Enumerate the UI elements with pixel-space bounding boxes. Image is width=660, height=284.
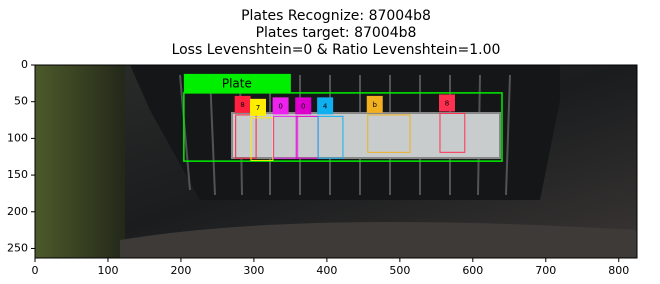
char-label: 8	[445, 99, 449, 107]
char-label: 7	[256, 104, 260, 112]
figure: Plates Recognize: 87004b8Plates target: …	[0, 0, 660, 280]
x-tick-label: 200	[170, 264, 191, 277]
x-tick-label: 100	[97, 264, 118, 277]
plate-label: Plate	[222, 76, 252, 90]
y-tick-label: 100	[7, 131, 28, 144]
y-tick-label: 0	[21, 58, 28, 71]
x-tick-label: 700	[535, 264, 556, 277]
x-tick-label: 400	[316, 264, 337, 277]
x-tick-label: 600	[462, 264, 483, 277]
char-label: 4	[323, 102, 328, 110]
y-tick-label: 250	[7, 241, 28, 254]
chart-title: Loss Levenshtein=0 & Ratio Levenshtein=1…	[172, 42, 501, 58]
y-tick-label: 150	[7, 168, 28, 181]
chart-title: Plates Recognize: 87004b8	[241, 8, 431, 24]
x-tick-label: 800	[608, 264, 629, 277]
x-tick-label: 0	[32, 264, 39, 277]
char-label: 8	[240, 101, 244, 109]
y-tick-label: 50	[14, 95, 28, 108]
x-tick-label: 500	[389, 264, 410, 277]
char-label: b	[373, 101, 378, 109]
x-tick-label: 300	[243, 264, 264, 277]
char-label: 0	[278, 102, 282, 110]
chart-title: Plates target: 87004b8	[256, 25, 417, 41]
char-label: 0	[301, 102, 305, 110]
y-tick-label: 200	[7, 205, 28, 218]
